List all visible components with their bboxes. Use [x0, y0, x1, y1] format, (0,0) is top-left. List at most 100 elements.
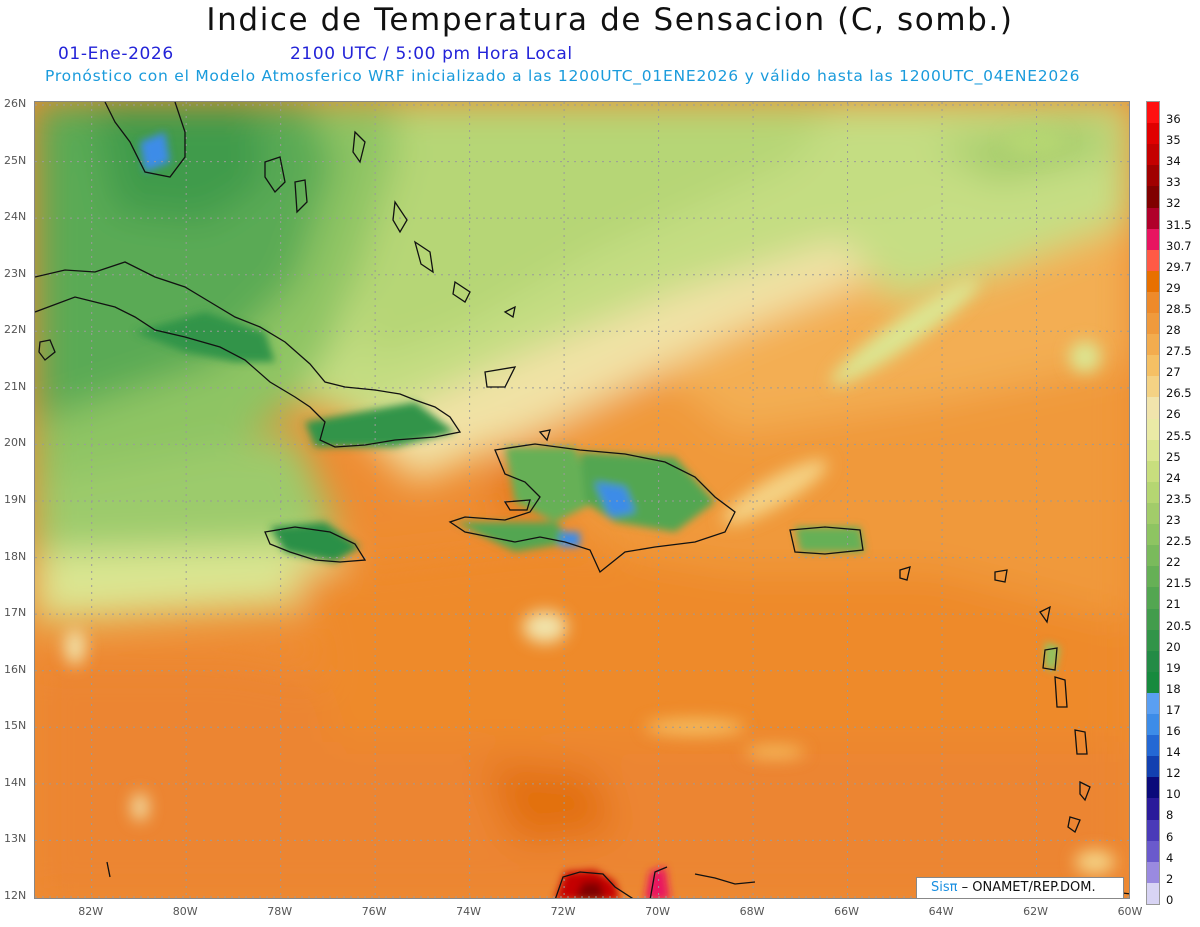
legend-swatch: [1147, 334, 1159, 356]
legend-label: 27: [1166, 365, 1181, 380]
lon-label: 76W: [361, 905, 387, 918]
lat-label: 20N: [4, 436, 27, 450]
land-shading: [135, 132, 1060, 672]
legend-swatch: [1147, 882, 1159, 905]
lat-label: 16N: [4, 662, 27, 676]
legend-label: 25.5: [1166, 428, 1192, 443]
lon-label: 62W: [1023, 905, 1048, 918]
legend-swatch: [1147, 840, 1159, 863]
legend-label: 33: [1166, 175, 1181, 190]
legend-label: 22.5: [1166, 534, 1192, 549]
legend-swatch: [1147, 481, 1159, 504]
lat-label: 15N: [4, 719, 27, 733]
credit-box: Sisπ – ONAMET/REP.DOM.: [916, 877, 1124, 899]
lat-label: 14N: [4, 775, 27, 789]
legend-swatch: [1147, 714, 1159, 736]
legend-label: 23.5: [1166, 491, 1192, 506]
legend-label: 29.7: [1166, 259, 1192, 274]
legend-label: 27.5: [1166, 344, 1192, 359]
lat-label: 18N: [4, 549, 27, 563]
legend-label: 30.7: [1166, 238, 1192, 253]
legend-swatch: [1147, 692, 1159, 715]
legend-swatch: [1147, 735, 1159, 757]
legend-label: 36: [1166, 112, 1181, 126]
legend-label: 32: [1166, 196, 1181, 211]
legend-swatch: [1147, 144, 1159, 166]
forecast-time: 2100 UTC / 5:00 pm Hora Local: [290, 44, 573, 64]
lon-label: 80W: [172, 905, 198, 918]
legend-label: 31.5: [1166, 217, 1192, 232]
legend-label: 28.5: [1166, 301, 1192, 316]
legend-label: 22: [1166, 555, 1181, 570]
legend-label: 0: [1166, 892, 1174, 907]
legend-label: 14: [1166, 745, 1181, 760]
lat-label: 26N: [4, 97, 27, 110]
lat-label: 17N: [4, 606, 27, 620]
legend-label: 8: [1166, 808, 1174, 823]
legend-label: 2: [1166, 871, 1174, 886]
lon-label: 78W: [267, 905, 293, 918]
legend-swatch: [1147, 207, 1159, 230]
legend-label: 26.5: [1166, 386, 1192, 401]
legend-swatch: [1147, 439, 1159, 462]
legend-label: 34: [1166, 154, 1181, 169]
legend-label: 17: [1166, 702, 1181, 717]
legend-swatch: [1147, 566, 1159, 588]
lat-label: 12N: [4, 889, 27, 902]
legend-label: 6: [1166, 829, 1174, 844]
legend-swatch: [1147, 355, 1159, 377]
legend-label: 29: [1166, 280, 1181, 295]
legend-swatch: [1147, 756, 1159, 778]
legend-label: 20: [1166, 639, 1181, 654]
lat-label: 23N: [4, 266, 27, 280]
legend-swatch: [1147, 777, 1159, 799]
legend-swatch: [1147, 291, 1159, 314]
lat-label: 22N: [4, 323, 27, 337]
legend-label: 20.5: [1166, 618, 1192, 633]
map-title: Indice de Temperatura de Sensacion (C, s…: [206, 2, 1014, 38]
legend-label: 10: [1166, 787, 1181, 802]
legend-label: 16: [1166, 724, 1181, 739]
credit-org: ONAMET/REP.DOM.: [972, 880, 1096, 895]
legend-swatch: [1147, 123, 1159, 145]
credit-separator: –: [957, 880, 973, 895]
legend-label: 26: [1166, 407, 1181, 422]
lon-label: 68W: [739, 905, 765, 918]
heat-index-map: [34, 101, 1130, 899]
legend-label: 19: [1166, 660, 1181, 675]
legend-label: 12: [1166, 766, 1181, 781]
legend-label: 18: [1166, 681, 1181, 696]
legend-swatch: [1147, 629, 1159, 652]
legend-swatch: [1147, 186, 1159, 208]
lon-label: 82W: [78, 905, 104, 918]
lat-label: 19N: [4, 493, 27, 506]
lat-label: 24N: [4, 210, 27, 224]
legend-swatch: [1147, 545, 1159, 567]
color-legend: [1146, 101, 1160, 905]
legend-swatch: [1147, 228, 1159, 251]
lat-label: 13N: [4, 832, 27, 846]
legend-label: 25: [1166, 449, 1181, 464]
legend-swatch: [1147, 165, 1159, 187]
legend-swatch: [1147, 460, 1159, 483]
lon-label: 60W: [1117, 905, 1143, 918]
lat-label: 25N: [4, 153, 27, 167]
legend-swatch: [1147, 650, 1159, 673]
legend-swatch: [1147, 249, 1159, 272]
lon-label: 64W: [928, 905, 954, 918]
legend-swatch: [1147, 798, 1159, 821]
legend-swatch: [1147, 503, 1159, 525]
legend-swatch: [1147, 819, 1159, 842]
legend-swatch: [1147, 861, 1159, 884]
legend-swatch: [1147, 524, 1159, 546]
legend-label: 4: [1166, 850, 1174, 865]
legend-swatch: [1147, 313, 1159, 335]
credit-brand: Sisπ: [931, 880, 958, 895]
legend-label: 23: [1166, 513, 1181, 527]
lat-label: 21N: [4, 379, 27, 393]
legend-label: 21: [1166, 597, 1181, 612]
lon-label: 74W: [456, 905, 482, 918]
legend-swatch: [1147, 397, 1159, 420]
forecast-date: 01-Ene-2026: [58, 44, 174, 64]
legend-swatch: [1147, 587, 1159, 609]
